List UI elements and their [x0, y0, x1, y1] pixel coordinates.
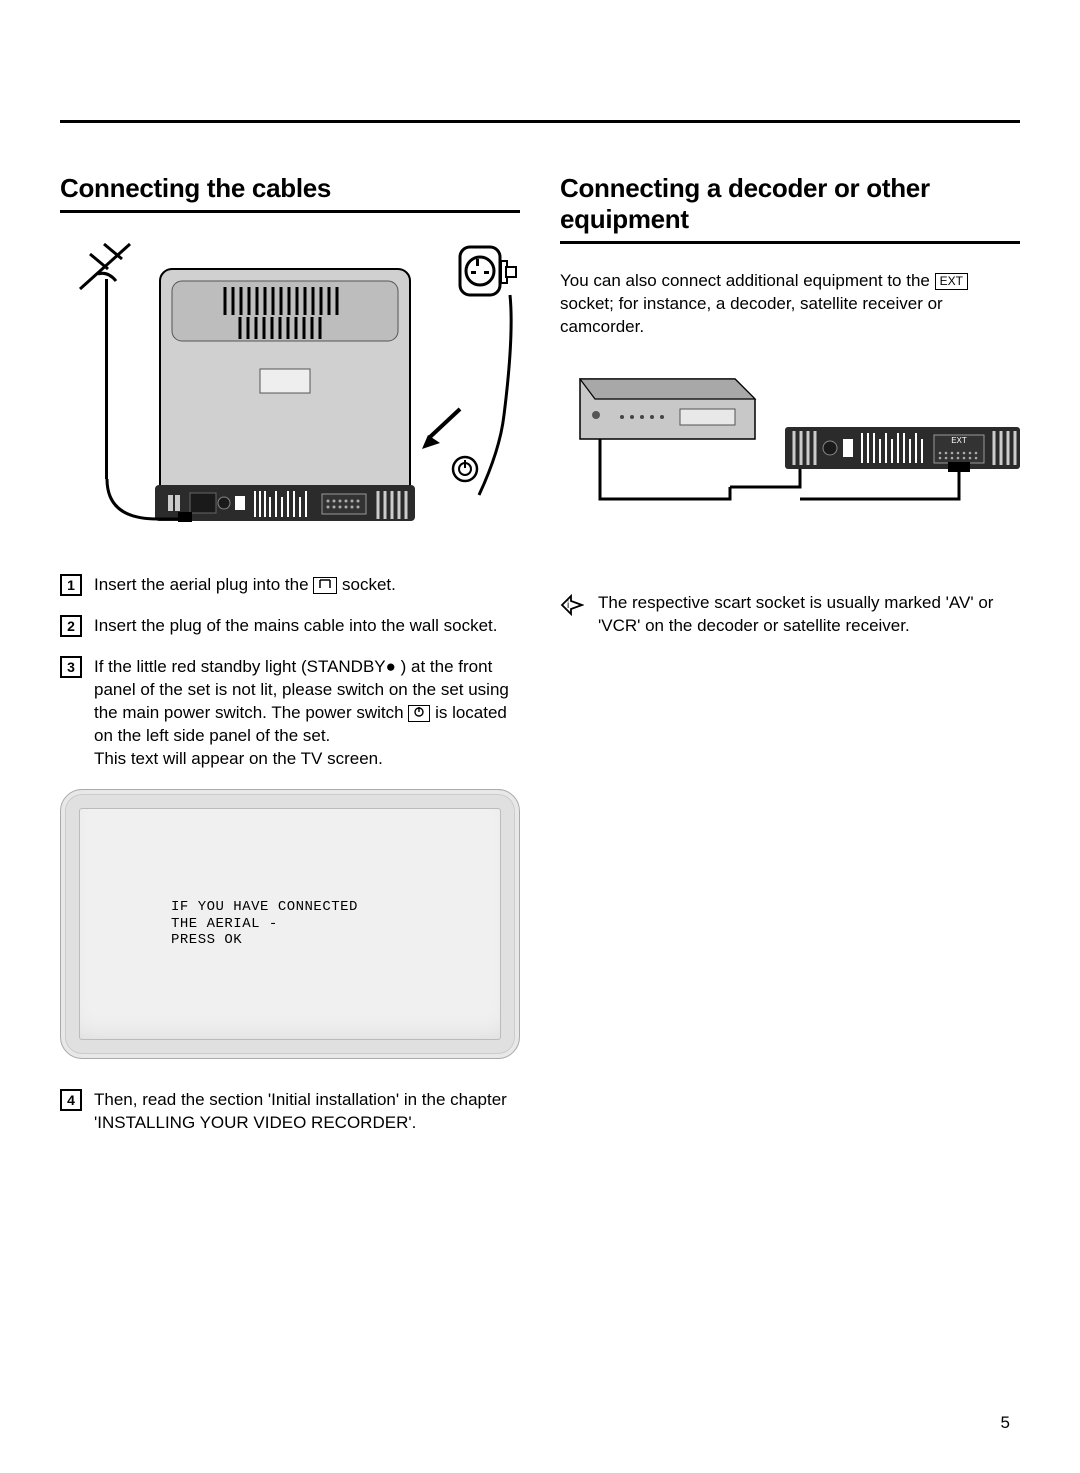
step-text: Insert the plug of the mains cable into … [94, 616, 498, 635]
page-number: 5 [1001, 1413, 1010, 1433]
heading-right: Connecting a decoder or other equipment [560, 173, 1020, 244]
svg-text:EXT: EXT [951, 436, 967, 445]
step-text-pre: Insert the aerial plug into the [94, 575, 313, 594]
figure-tv-back [60, 239, 520, 539]
step-text: Then, read the section 'Initial installa… [94, 1090, 507, 1132]
step-body: If the little red standby light (STANDBY… [94, 656, 520, 771]
step-number: 2 [60, 615, 82, 637]
step-body: Insert the plug of the mains cable into … [94, 615, 520, 638]
tv-screen-figure: IF YOU HAVE CONNECTED THE AERIAL - PRESS… [60, 789, 520, 1059]
step-number: 3 [60, 656, 82, 678]
step-list: 1 Insert the aerial plug into the socket… [60, 574, 520, 771]
step-1: 1 Insert the aerial plug into the socket… [60, 574, 520, 597]
info-text: The respective scart socket is usually m… [598, 592, 1020, 638]
step-2: 2 Insert the plug of the mains cable int… [60, 615, 520, 638]
step-trailer: This text will appear on the TV screen. [94, 749, 383, 768]
step-text-post: socket. [342, 575, 396, 594]
manual-page: Connecting the cables [0, 0, 1080, 1192]
step-3: 3 If the little red standby light (STAND… [60, 656, 520, 771]
intro-post: socket; for instance, a decoder, satelli… [560, 294, 943, 336]
intro-paragraph: You can also connect additional equipmen… [560, 270, 1020, 339]
step-number: 4 [60, 1089, 82, 1111]
power-switch-icon [408, 705, 430, 722]
tv-screen-text: IF YOU HAVE CONNECTED THE AERIAL - PRESS… [171, 899, 358, 947]
left-column: Connecting the cables [60, 173, 520, 1152]
step-number: 1 [60, 574, 82, 596]
top-rule [60, 120, 1020, 123]
step-body: Then, read the section 'Initial installa… [94, 1089, 520, 1135]
ext-socket-label: EXT [935, 273, 968, 290]
step-list-after: 4 Then, read the section 'Initial instal… [60, 1089, 520, 1135]
step-4: 4 Then, read the section 'Initial instal… [60, 1089, 520, 1135]
columns: Connecting the cables [60, 173, 1020, 1152]
heading-left: Connecting the cables [60, 173, 520, 213]
intro-pre: You can also connect additional equipmen… [560, 271, 935, 290]
svg-text:i: i [567, 600, 569, 611]
info-note: i The respective scart socket is usually… [560, 592, 1020, 638]
antenna-socket-icon [313, 577, 337, 594]
figure-decoder-connection: EXT [560, 359, 1020, 539]
step-body: Insert the aerial plug into the socket. [94, 574, 520, 597]
right-column: Connecting a decoder or other equipment … [560, 173, 1020, 1152]
info-arrow-icon: i [560, 594, 584, 616]
